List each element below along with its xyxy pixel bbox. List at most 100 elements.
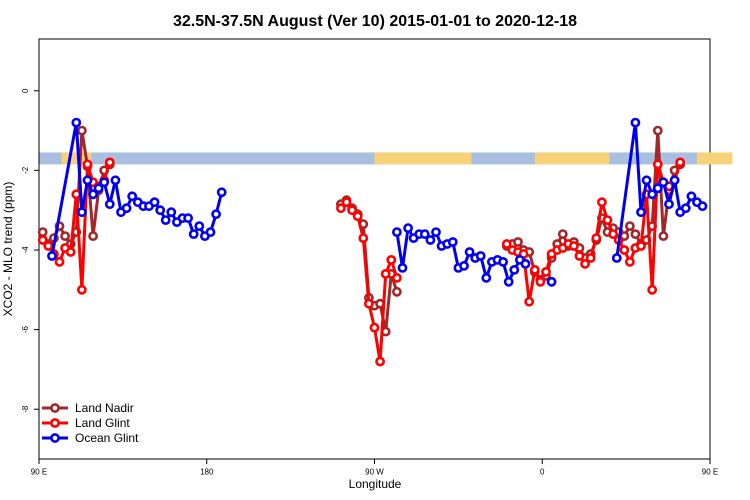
data-point [104,199,115,210]
data-point [697,201,708,212]
land-band-segment-3 [696,152,733,165]
data-point [641,175,652,186]
data-point [391,286,402,297]
data-point [585,253,596,263]
x-tick-label: 0 [540,468,545,477]
data-point [77,284,87,295]
data-point [386,254,397,265]
data-point [77,207,87,218]
y-tick-label: -6 [21,326,30,334]
x-tick-label: 180 [200,468,214,477]
x-axis-label: Longitude [349,477,402,491]
data-point [652,183,663,194]
data-point [447,237,458,247]
data-point [557,229,568,239]
data-point [524,296,535,307]
data-point [425,235,436,245]
data-point [625,256,635,267]
data-point [580,258,590,269]
land-band-segment-2 [534,152,610,165]
data-point [475,251,486,261]
data-point [65,247,76,257]
data-point [104,157,115,168]
data-point [403,223,413,233]
data-point [369,322,380,333]
data-point [535,276,546,287]
y-axis-label: XCO2 - MLO trend (ppm) [1,182,15,317]
data-point [686,191,697,202]
data-point [166,207,177,218]
data-point [636,241,646,251]
legend-marker [50,433,60,443]
data-point [647,189,658,200]
land-ocean-mask-band [39,152,733,165]
data-point [630,229,641,239]
data-point [509,264,520,275]
data-point [419,229,430,239]
data-point [188,229,199,239]
data-point [625,221,635,231]
data-point [155,205,166,216]
data-point [82,175,93,186]
data-point [82,159,93,170]
data-point [574,251,585,261]
data-point [591,233,602,243]
data-point [503,276,514,287]
data-point [93,183,104,194]
data-point [597,197,607,208]
data-point [481,272,492,283]
data-point [391,227,402,237]
data-point [37,227,48,237]
y-tick-label: -4 [21,246,30,254]
data-point [205,227,216,237]
data-point [183,213,193,223]
data-point [675,157,686,168]
data-point [652,159,663,170]
data-point [211,209,221,220]
data-point [397,262,408,273]
series-layer [37,117,708,367]
data-point [216,187,227,198]
legend-label: Land Nadir [75,401,134,415]
data-point [658,231,669,241]
land-band-segment-0 [61,152,92,165]
data-point [652,125,663,136]
data-point [60,231,70,241]
data-point [459,260,469,271]
y-axis-ticks: 0 -2 -4 -6 -8 [21,88,39,413]
data-point [380,268,391,279]
data-point [194,221,205,231]
data-point [88,189,98,200]
data-point [602,215,613,225]
series-ocean-glint [47,117,708,287]
data-point [99,177,110,188]
data-point [669,175,680,186]
data-point [363,298,374,309]
data-point [358,233,369,243]
data-point [630,117,641,128]
plot-area [38,38,711,460]
data-point [110,175,121,186]
data-point [335,203,346,214]
data-point [464,247,475,257]
data-point [149,197,160,208]
data-point [71,189,82,200]
data-point [546,276,557,287]
data-point [513,237,523,247]
data-point [71,117,82,128]
data-point [608,229,618,239]
legend-marker [50,418,60,428]
data-point [43,241,54,251]
data-point [619,245,630,255]
data-point [121,203,132,214]
x-axis-ticks: 90 E 180 90 W 0 90 E [31,459,718,477]
x-tick-label: 90 W [365,468,384,477]
data-point [37,235,48,245]
data-point [636,207,646,218]
data-point [520,258,531,269]
legend-label: Land Glint [75,416,130,430]
data-point [680,203,691,214]
data-point [341,197,352,208]
data-point [77,125,87,136]
